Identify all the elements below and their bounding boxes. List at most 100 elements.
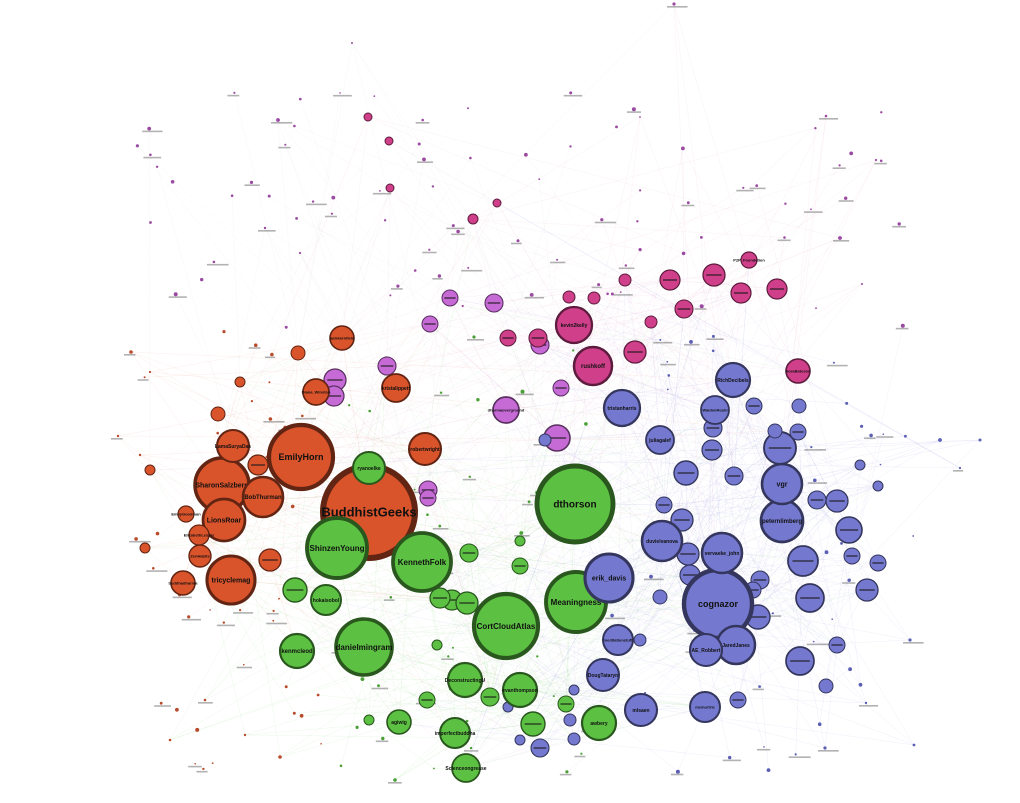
- node-circle: [215, 428, 251, 464]
- edge: [271, 116, 369, 355]
- minor-node: [580, 752, 583, 755]
- node-circle: [351, 450, 387, 486]
- minor-node: [355, 725, 359, 730]
- graph-node-caption: [424, 323, 436, 325]
- edge: [454, 596, 661, 734]
- node-circle: [554, 305, 594, 345]
- minor-node: [912, 535, 915, 537]
- graph-node-caption: [327, 379, 343, 381]
- edge: [556, 159, 877, 439]
- edge: [296, 218, 539, 339]
- edge: [441, 337, 539, 393]
- minor-node: [360, 677, 365, 681]
- minor-node-caption: [143, 156, 162, 159]
- edge: [239, 381, 530, 502]
- edge: [429, 323, 539, 339]
- minor-node: [610, 613, 614, 618]
- node-circle: [623, 692, 659, 728]
- node-circle: [760, 462, 804, 506]
- edge: [378, 685, 534, 725]
- minor-node: [159, 701, 163, 705]
- node-jaredjanes: JaredJanes: [715, 624, 757, 666]
- minor-node-caption: [434, 394, 450, 397]
- minor-node-caption: [903, 642, 924, 644]
- minor-node-caption: [248, 347, 261, 349]
- node-label: LamaSuryaDas: [215, 444, 251, 450]
- edge: [816, 499, 911, 641]
- minor-node: [812, 640, 815, 643]
- edge: [573, 689, 867, 704]
- edge: [568, 296, 834, 363]
- minor-node: [900, 323, 905, 328]
- node-waldenroshi: WaldenRoshi: [700, 395, 730, 425]
- minor-node: [239, 609, 242, 612]
- edge: [341, 218, 474, 339]
- node-label: mlsaen: [632, 708, 649, 714]
- edge: [297, 352, 429, 491]
- edge: [798, 405, 838, 646]
- edge: [368, 719, 435, 769]
- edge: [544, 439, 665, 506]
- minor-node: [847, 578, 851, 582]
- node-circle: [700, 395, 730, 425]
- edge: [429, 218, 474, 325]
- edge: [544, 427, 714, 441]
- minor-node: [263, 226, 267, 230]
- minor-node-caption: [895, 327, 909, 330]
- edge: [592, 292, 742, 367]
- minor-node-caption: [206, 263, 229, 266]
- minor-node-caption: [618, 267, 635, 270]
- edge: [468, 249, 641, 554]
- minor-node: [413, 488, 416, 491]
- minor-node: [381, 736, 385, 741]
- edge: [427, 497, 521, 542]
- graph-node-caption: [706, 274, 722, 276]
- node-vgr: vgr: [760, 462, 804, 506]
- edge: [650, 321, 665, 506]
- edge: [585, 423, 665, 506]
- edge: [733, 475, 879, 487]
- graph-node-caption: [422, 497, 434, 499]
- edge: [198, 534, 246, 736]
- edge: [277, 119, 299, 354]
- minor-node-caption: [626, 111, 641, 113]
- edge: [598, 284, 811, 599]
- minor-node: [155, 531, 160, 536]
- minor-node: [817, 722, 822, 726]
- edge: [449, 159, 877, 299]
- node-label: dthorson: [553, 500, 596, 511]
- node-layer: BuddhistGeeks dthorson cognazor EmilyHorn Co…: [139, 112, 887, 783]
- edge: [781, 128, 816, 485]
- minor-node: [437, 274, 442, 278]
- node-label: robertwright: [410, 447, 440, 453]
- minor-node-caption: [522, 503, 533, 506]
- minor-node: [272, 619, 275, 622]
- minor-node-caption: [574, 755, 586, 758]
- edge: [469, 476, 491, 698]
- minor-node: [348, 404, 351, 407]
- minor-node: [379, 190, 381, 192]
- graph-node: [514, 535, 526, 547]
- minor-node: [814, 127, 817, 130]
- edge: [797, 431, 850, 531]
- node-circle: [688, 632, 724, 668]
- minor-node: [908, 638, 912, 642]
- node-lamasuryadas: LamaSuryaDas: [215, 428, 251, 464]
- edge: [395, 387, 521, 567]
- node-circle: [334, 617, 394, 677]
- minor-node: [858, 682, 863, 687]
- edge: [544, 439, 665, 506]
- edge: [472, 128, 816, 220]
- node-circle: [407, 431, 443, 467]
- edge: [449, 297, 507, 411]
- graph-node: [872, 480, 884, 492]
- node-circle: [534, 463, 616, 545]
- graph-node: [492, 198, 502, 208]
- small-node-layer: [116, 2, 982, 782]
- node-circle: [188, 524, 210, 546]
- edge: [544, 427, 714, 441]
- edge: [333, 140, 390, 198]
- graph-node: [818, 678, 834, 694]
- minor-node-caption: [591, 286, 602, 289]
- minor-node: [861, 283, 863, 285]
